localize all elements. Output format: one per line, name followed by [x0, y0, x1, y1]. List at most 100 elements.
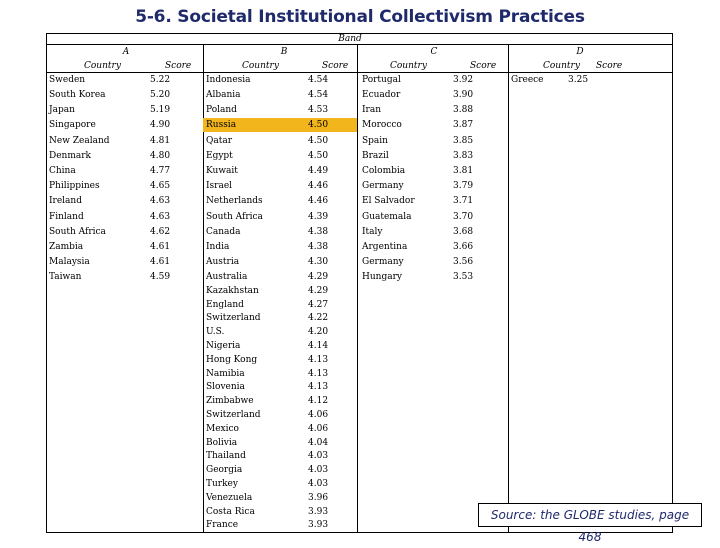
country-cell: New Zealand	[49, 136, 110, 146]
country-cell: England	[206, 299, 244, 310]
col-score-a: Score	[165, 61, 192, 71]
col-country-a: Country	[84, 61, 121, 71]
country-cell: India	[206, 242, 230, 252]
country-cell: Morocco	[362, 120, 402, 130]
country-cell: Finland	[49, 212, 84, 222]
country-cell: Germany	[362, 181, 404, 191]
country-cell: Hong Kong	[206, 354, 258, 365]
country-cell: Netherlands	[206, 196, 263, 206]
score-cell: 3.87	[453, 120, 474, 130]
score-cell: 4.50	[308, 136, 329, 146]
country-cell: Qatar	[206, 136, 233, 146]
score-cell: 4.13	[308, 354, 329, 365]
score-cell: 3.92	[453, 75, 474, 85]
col-score-b: Score	[322, 61, 349, 71]
band-c-label: C	[430, 47, 438, 57]
score-cell: 5.19	[150, 105, 171, 115]
score-cell: 3.83	[453, 151, 474, 161]
col-country-d: Country	[543, 61, 580, 71]
country-cell: Switzerland	[206, 410, 261, 420]
band-b-label: B	[280, 47, 288, 57]
score-cell: 4.29	[308, 285, 329, 296]
score-cell: 4.46	[308, 196, 329, 206]
country-cell: Argentina	[362, 242, 408, 252]
country-cell: Singapore	[49, 120, 96, 130]
score-cell: 4.04	[308, 437, 329, 448]
score-cell: 4.14	[308, 341, 329, 351]
country-cell: Venezuela	[206, 492, 253, 503]
score-cell: 4.06	[308, 410, 329, 420]
score-cell: 4.49	[308, 166, 329, 176]
country-cell: El Salvador	[362, 196, 415, 206]
score-cell: 4.50	[308, 151, 329, 161]
score-cell: 4.13	[308, 382, 329, 393]
country-cell: Poland	[206, 105, 237, 115]
country-cell: Malaysia	[49, 257, 90, 267]
country-cell: France	[206, 520, 239, 531]
country-cell: Israel	[206, 181, 233, 191]
score-cell: 4.62	[150, 227, 171, 237]
score-cell: 5.22	[150, 75, 171, 85]
page-title: 5-6. Societal Institutional Collectivism…	[135, 7, 585, 27]
score-cell: 4.90	[150, 120, 171, 130]
country-cell: Mexico	[206, 423, 239, 434]
score-cell: 4.39	[308, 212, 329, 222]
score-cell: 4.12	[308, 396, 329, 407]
country-cell: South Africa	[49, 227, 106, 237]
score-cell: 4.77	[150, 166, 171, 176]
country-cell: Ecuador	[362, 90, 401, 100]
score-cell: 4.63	[150, 212, 171, 222]
score-cell: 3.70	[453, 212, 474, 222]
col-country-c: Country	[390, 61, 427, 71]
score-cell: 3.71	[453, 196, 474, 206]
country-cell: Denmark	[49, 151, 91, 161]
score-cell: 3.93	[308, 506, 329, 517]
score-cell: 4.22	[308, 313, 329, 324]
score-cell: 4.53	[308, 105, 329, 115]
score-cell: 4.27	[308, 299, 329, 310]
country-cell: Indonesia	[206, 75, 251, 85]
header-divider	[46, 72, 673, 73]
table-frame	[46, 33, 673, 533]
score-cell: 3.90	[453, 90, 474, 100]
country-cell: Thailand	[206, 451, 246, 462]
country-cell: Greece	[511, 75, 544, 85]
country-cell: Kuwait	[206, 166, 238, 176]
highlight-russia	[203, 118, 357, 132]
country-cell: Namibia	[206, 368, 245, 379]
score-cell: 4.03	[308, 479, 329, 489]
country-cell: Nigeria	[206, 341, 241, 351]
score-cell: 4.06	[308, 423, 329, 434]
country-cell: U.S.	[206, 327, 225, 338]
score-cell: 4.03	[308, 451, 329, 462]
band-a-label: A	[122, 47, 130, 57]
country-cell: Germany	[362, 257, 404, 267]
score-cell: 4.38	[308, 242, 329, 252]
score-cell: 3.53	[453, 272, 474, 282]
country-cell: Sweden	[49, 75, 86, 85]
band-header: Band	[338, 34, 362, 44]
score-cell: 4.30	[308, 257, 329, 267]
score-cell: 3.96	[308, 492, 329, 503]
score-cell: 3.68	[453, 227, 474, 237]
band-divider	[46, 44, 673, 45]
score-cell: 4.59	[150, 272, 171, 282]
score-cell: 3.88	[453, 105, 474, 115]
country-cell: Georgia	[206, 465, 243, 476]
country-cell: Zimbabwe	[206, 396, 254, 407]
score-cell: 4.80	[150, 151, 171, 161]
score-cell: 4.13	[308, 368, 329, 379]
score-cell: 4.03	[308, 465, 329, 476]
country-cell: Philippines	[49, 181, 100, 191]
score-cell: 4.65	[150, 181, 171, 191]
score-cell: 3.85	[453, 136, 474, 146]
score-cell: 4.61	[150, 257, 171, 267]
score-cell: 5.20	[150, 90, 171, 100]
score-cell: 4.38	[308, 227, 329, 237]
band-c-divider	[508, 44, 509, 533]
score-cell: 4.20	[308, 327, 329, 338]
score-cell: 3.93	[308, 520, 329, 531]
country-cell: Switzerland	[206, 313, 261, 324]
country-cell: Colombia	[362, 166, 406, 176]
col-country-b: Country	[242, 61, 279, 71]
